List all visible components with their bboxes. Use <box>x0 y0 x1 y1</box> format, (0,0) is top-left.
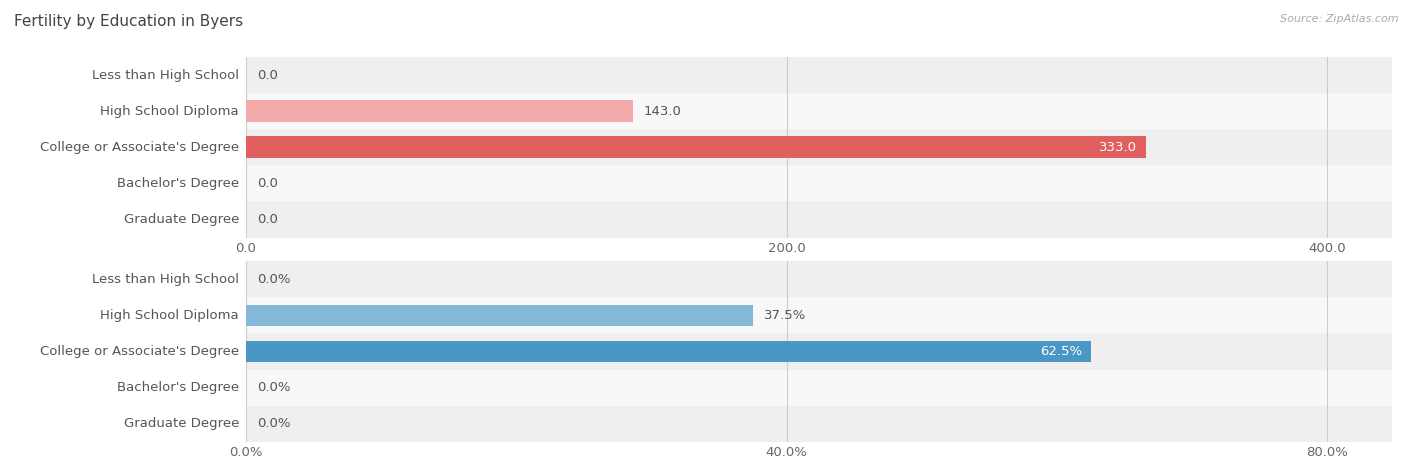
Text: 0.0%: 0.0% <box>257 417 291 430</box>
Bar <box>246 304 752 326</box>
Text: 333.0: 333.0 <box>1099 141 1137 154</box>
Bar <box>246 57 1392 93</box>
Bar <box>246 136 1146 158</box>
Bar <box>246 333 1392 370</box>
Text: 0.0%: 0.0% <box>257 273 291 286</box>
Bar <box>246 100 633 122</box>
Text: 0.0: 0.0 <box>257 213 278 226</box>
Bar <box>246 341 1091 362</box>
Bar <box>246 129 1392 165</box>
Text: Graduate Degree: Graduate Degree <box>124 417 239 430</box>
Text: 143.0: 143.0 <box>644 104 681 118</box>
Bar <box>246 93 1392 129</box>
Bar <box>246 261 1392 297</box>
Text: Fertility by Education in Byers: Fertility by Education in Byers <box>14 14 243 29</box>
Text: Graduate Degree: Graduate Degree <box>124 213 239 226</box>
Text: Less than High School: Less than High School <box>91 68 239 82</box>
Bar <box>246 165 1392 201</box>
Text: Bachelor's Degree: Bachelor's Degree <box>117 177 239 190</box>
Bar <box>246 370 1392 406</box>
Text: Bachelor's Degree: Bachelor's Degree <box>117 381 239 394</box>
Text: 62.5%: 62.5% <box>1040 345 1083 358</box>
Text: 0.0: 0.0 <box>257 177 278 190</box>
Text: College or Associate's Degree: College or Associate's Degree <box>39 141 239 154</box>
Text: Source: ZipAtlas.com: Source: ZipAtlas.com <box>1281 14 1399 24</box>
Bar <box>246 201 1392 238</box>
Text: 0.0%: 0.0% <box>257 381 291 394</box>
Text: High School Diploma: High School Diploma <box>100 104 239 118</box>
Text: 37.5%: 37.5% <box>763 309 806 322</box>
Text: Less than High School: Less than High School <box>91 273 239 286</box>
Text: College or Associate's Degree: College or Associate's Degree <box>39 345 239 358</box>
Bar <box>246 406 1392 442</box>
Text: 0.0: 0.0 <box>257 68 278 82</box>
Text: High School Diploma: High School Diploma <box>100 309 239 322</box>
Bar <box>246 297 1392 333</box>
